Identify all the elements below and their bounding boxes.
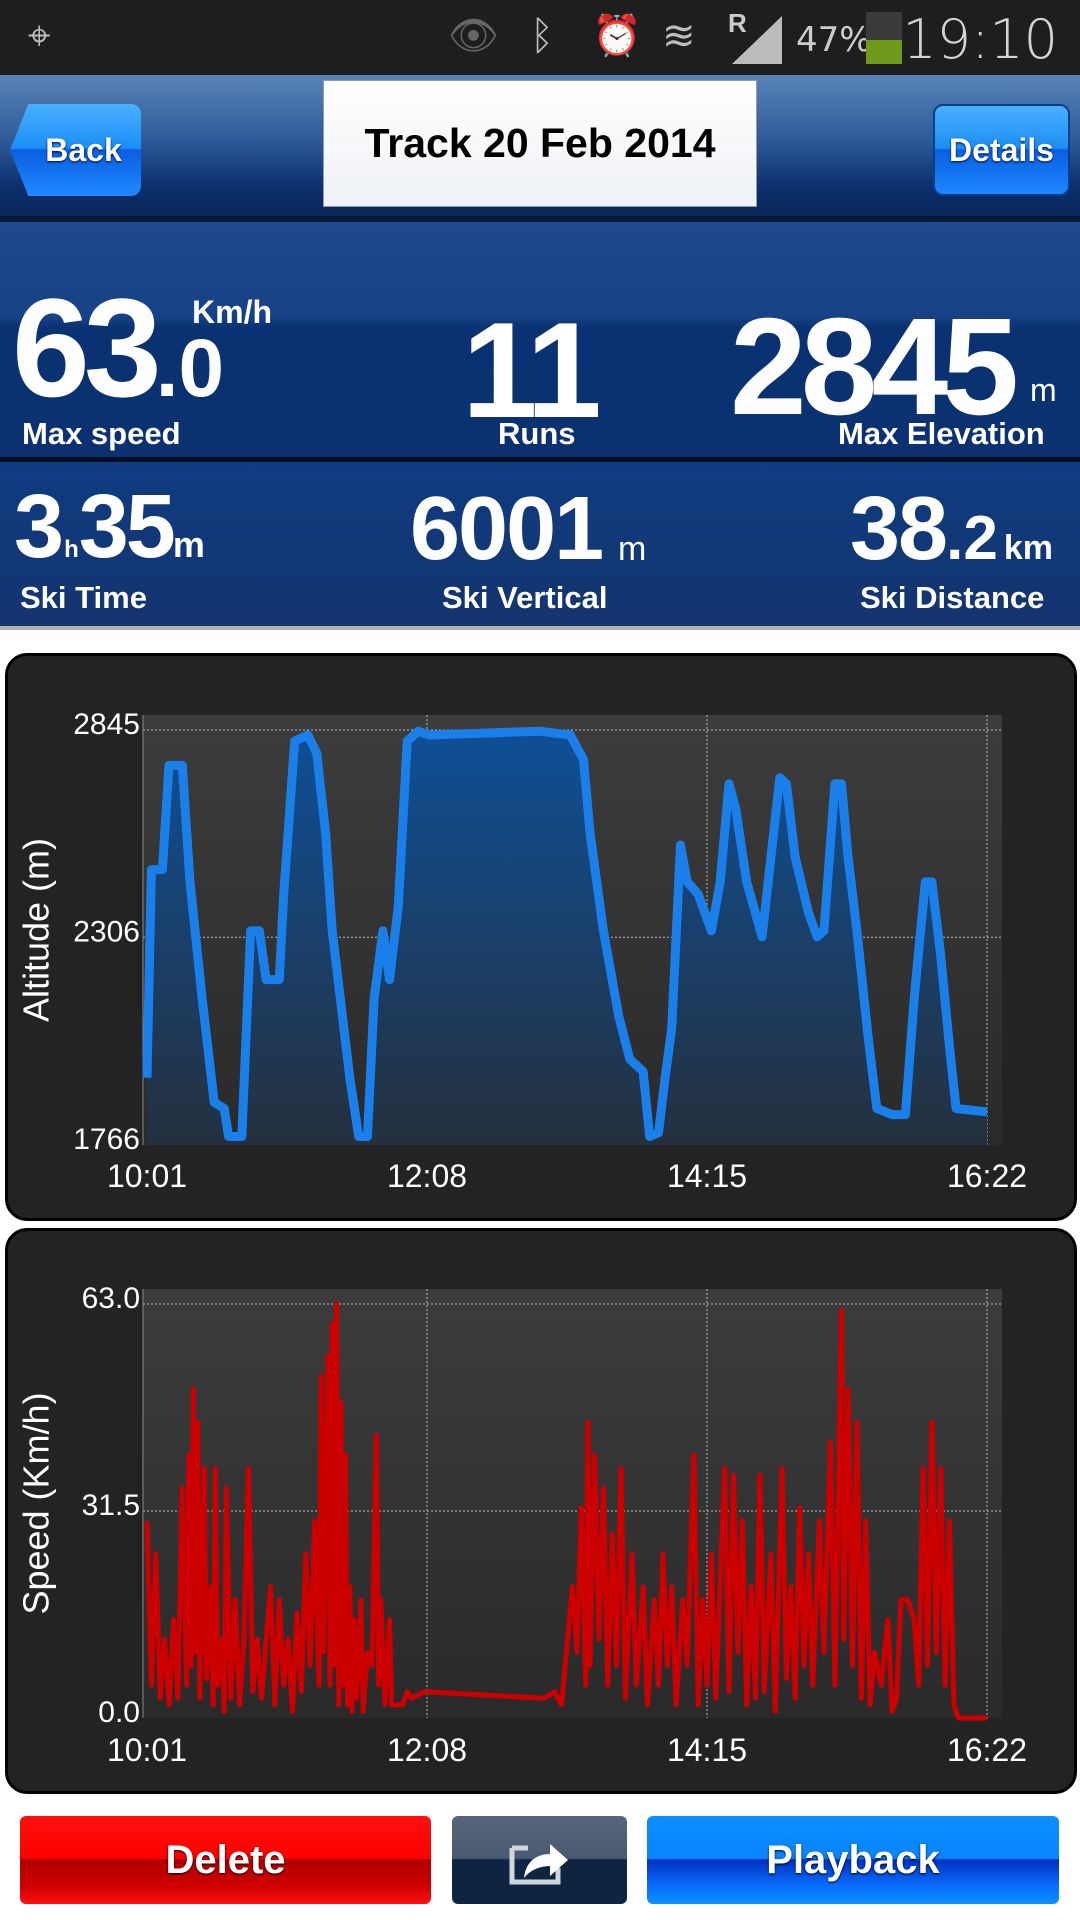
- y-tick-label: 63.0: [82, 1282, 140, 1315]
- max-speed-label: Max speed: [22, 416, 181, 451]
- speed-chart-panel: 10:01 12:08 14:15 16:22 0.0 31.5 63.0 Speed (Km…: [5, 1228, 1077, 1794]
- y-tick-label: 0.0: [98, 1696, 140, 1729]
- gps-icon: ⌖: [28, 14, 51, 58]
- roaming-indicator: R: [728, 8, 747, 38]
- x-tick-label: 10:01: [107, 1732, 187, 1768]
- y-axis-label: Speed (Km/h): [16, 1392, 57, 1614]
- y-tick-label: 31.5: [82, 1489, 140, 1522]
- battery-icon: [866, 12, 902, 64]
- max-elevation-label: Max Elevation: [838, 416, 1045, 451]
- max-speed-unit: Km/h: [192, 294, 272, 330]
- y-tick-label: 2845: [73, 708, 140, 741]
- ski-time-label: Ski Time: [20, 580, 147, 615]
- max-speed-stat: 63.0: [12, 278, 224, 418]
- speed-series-line: [144, 1301, 987, 1721]
- ski-distance-label: Ski Distance: [860, 580, 1045, 615]
- ski-time-stat: 3h35m: [14, 482, 205, 572]
- delete-button[interactable]: Delete: [20, 1816, 431, 1904]
- max-speed-value: 63: [12, 269, 162, 426]
- clock: 19:10: [902, 8, 1058, 71]
- runs-value: 11: [462, 294, 602, 446]
- details-button[interactable]: Details: [933, 104, 1070, 196]
- status-bar: ⌖ 👁 ᛒ ⏰ ≋ R 47% 19:10: [0, 0, 1080, 75]
- ski-time-h-unit: h: [64, 536, 79, 563]
- stats-secondary: 3h35m Ski Time 6001 m Ski Vertical 38.2 k…: [0, 462, 1080, 630]
- max-elevation-value: 2845: [730, 290, 1019, 444]
- share-button[interactable]: [452, 1816, 627, 1904]
- x-tick-label: 12:08: [387, 1158, 467, 1194]
- ski-time-minutes: 35: [78, 477, 176, 577]
- ski-distance-value: 38: [850, 479, 948, 579]
- x-tick-label: 16:22: [947, 1158, 1027, 1194]
- header: Back Track 20 Feb 2014 Details: [0, 75, 1080, 222]
- battery-percent: 47%: [796, 20, 872, 60]
- back-button[interactable]: Back: [10, 104, 141, 196]
- ski-vertical-label: Ski Vertical: [442, 580, 608, 615]
- ski-distance-stat: 38.2 km: [850, 484, 1053, 574]
- x-tick-label: 10:01: [107, 1158, 187, 1194]
- battery-fill: [866, 39, 902, 64]
- eye-icon: 👁: [448, 14, 499, 58]
- bluetooth-icon: ᛒ: [530, 14, 554, 58]
- signal-icon: [732, 16, 782, 64]
- ski-time-m-unit: m: [172, 524, 205, 565]
- ski-time-hours: 3: [14, 477, 65, 577]
- y-axis-label: Altitude (m): [16, 838, 57, 1022]
- share-icon: [509, 1844, 568, 1885]
- y-tick-label: 1766: [73, 1123, 140, 1156]
- wifi-icon: ≋: [662, 14, 696, 58]
- x-tick-label: 12:08: [387, 1732, 467, 1768]
- alarm-icon: ⏰: [592, 14, 642, 58]
- max-speed-decimal: .0: [155, 323, 225, 414]
- max-elevation-unit: m: [1030, 372, 1057, 408]
- ski-vertical-unit: m: [618, 530, 647, 568]
- playback-button[interactable]: Playback: [647, 1816, 1059, 1904]
- altitude-series-line: [142, 726, 988, 1141]
- stats-primary: 63.0 Km/h Max speed 11 Runs 2845 m Max E…: [0, 222, 1080, 462]
- ski-distance-unit: km: [1003, 529, 1053, 567]
- y-tick-label: 2306: [73, 915, 140, 948]
- runs-label: Runs: [498, 416, 576, 451]
- x-tick-label: 16:22: [947, 1732, 1027, 1768]
- ski-vertical-value: 6001: [410, 479, 604, 579]
- ski-distance-decimal: .2: [946, 504, 998, 573]
- x-tick-label: 14:15: [667, 1158, 747, 1194]
- page-title: Track 20 Feb 2014: [323, 80, 757, 207]
- altitude-chart-panel: 10:01 12:08 14:15 16:22 1766 2306 2845 Altitude…: [5, 653, 1077, 1221]
- x-tick-label: 14:15: [667, 1732, 747, 1768]
